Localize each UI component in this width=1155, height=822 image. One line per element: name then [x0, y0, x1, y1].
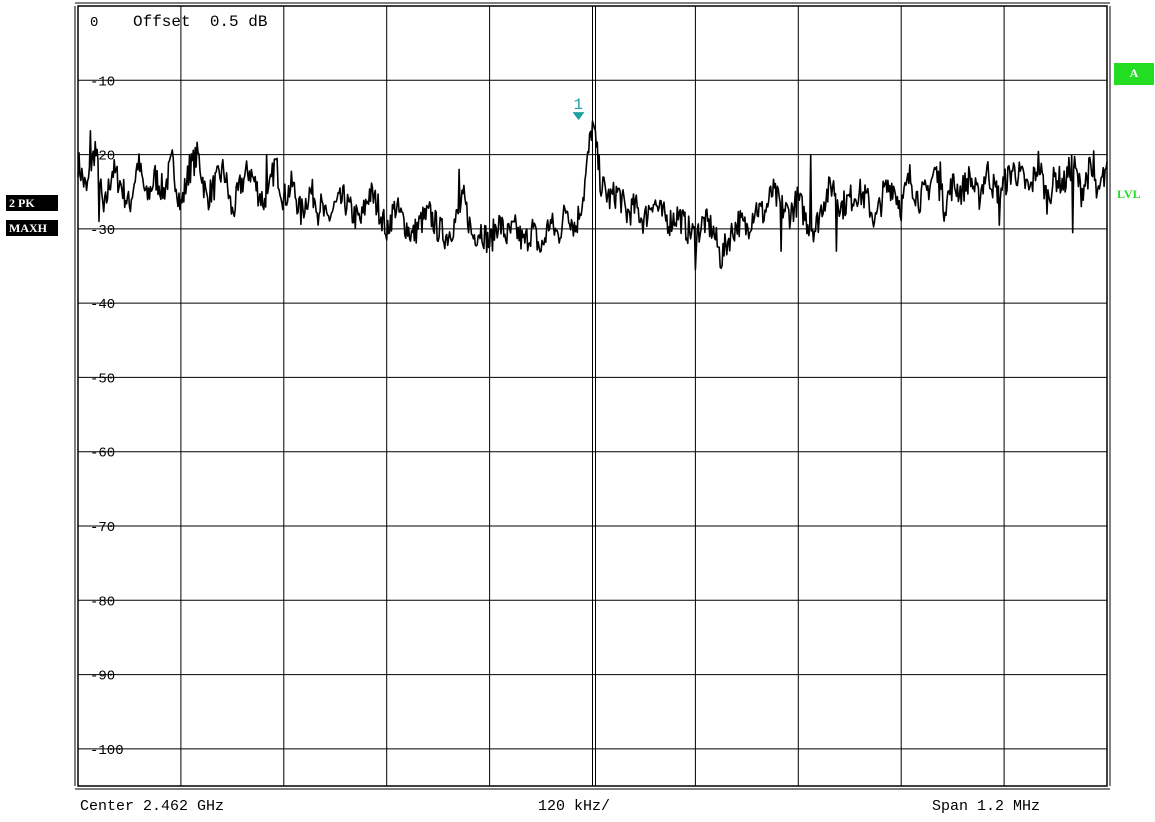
y-tick-label: -50 [90, 371, 115, 387]
top-reference-label: 0 [90, 15, 98, 31]
footer-division: 120 kHz/ [538, 798, 611, 815]
y-tick-label: -10 [90, 74, 115, 90]
trace-detector-label: 2 PK [6, 195, 58, 211]
marker-layer: 1 [572, 96, 585, 121]
trace-layer [77, 120, 1108, 271]
plot-grid [74, 2, 1111, 790]
level-indicator: LVL [1117, 187, 1141, 201]
y-tick-label: -80 [90, 594, 115, 610]
marker-1-label: 1 [574, 96, 584, 114]
y-tick-labels: -10-20-30-40-50-60-70-80-90-100 [90, 74, 124, 759]
y-tick-label: -30 [90, 223, 115, 239]
footer-center-frequency: Center 2.462 GHz [80, 798, 225, 815]
y-tick-label: -90 [90, 669, 115, 685]
trace-line [77, 120, 1108, 271]
channel-a-badge: A [1114, 63, 1154, 85]
trace-mode-label: MAXH [6, 220, 58, 236]
marker-1-triangle [572, 112, 585, 121]
y-tick-label: -70 [90, 520, 115, 536]
offset-label: Offset 0.5 dB [133, 13, 267, 31]
y-tick-label: -40 [90, 297, 115, 313]
y-tick-label: -60 [90, 446, 115, 462]
footer-span: Span 1.2 MHz [932, 798, 1041, 815]
y-tick-label: -100 [90, 743, 124, 759]
